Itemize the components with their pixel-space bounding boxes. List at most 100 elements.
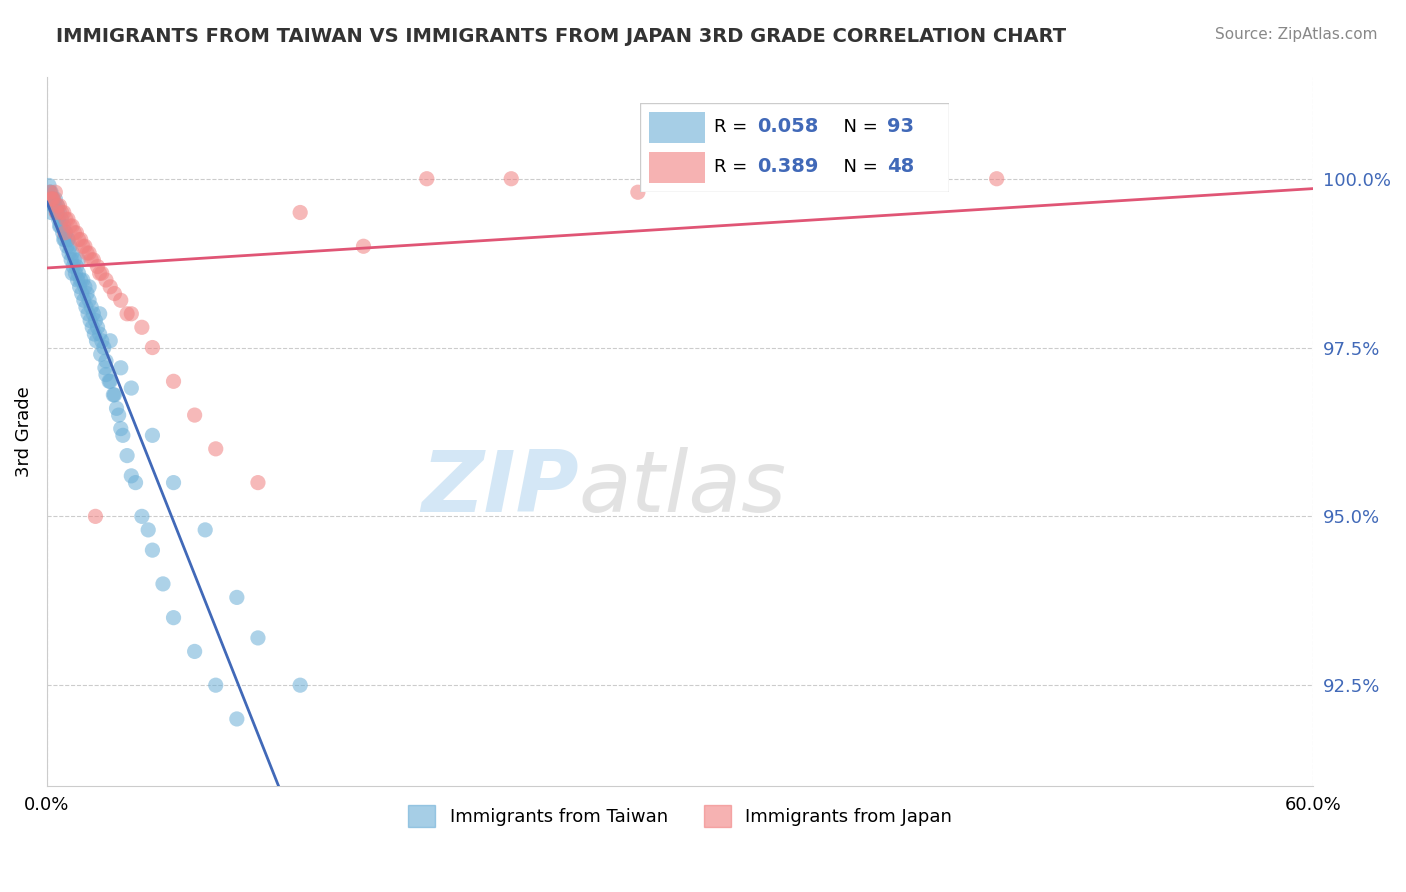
Point — [136, 523, 159, 537]
Point — [42, 192, 65, 206]
Point — [65, 226, 87, 240]
Point — [56, 233, 79, 247]
Text: IMMIGRANTS FROM TAIWAN VS IMMIGRANTS FROM JAPAN 3RD GRADE CORRELATION CHART: IMMIGRANTS FROM TAIWAN VS IMMIGRANTS FRO… — [56, 27, 1066, 45]
Point — [183, 644, 205, 658]
Point — [76, 286, 98, 301]
Text: ZIP: ZIP — [422, 447, 579, 530]
Point — [103, 388, 125, 402]
Point — [141, 428, 163, 442]
Point — [56, 212, 79, 227]
Point — [86, 260, 108, 274]
Point — [141, 341, 163, 355]
Point — [42, 192, 65, 206]
Point — [162, 374, 184, 388]
Point — [131, 320, 153, 334]
Point — [416, 171, 439, 186]
Point — [76, 246, 98, 260]
Point — [105, 401, 128, 416]
Point — [90, 334, 112, 348]
Point — [73, 293, 96, 308]
Point — [60, 266, 83, 280]
Point — [44, 192, 66, 206]
Legend: Immigrants from Taiwan, Immigrants from Japan: Immigrants from Taiwan, Immigrants from … — [401, 797, 959, 834]
Point — [94, 368, 117, 382]
Point — [131, 509, 153, 524]
Point — [59, 219, 82, 233]
Point — [55, 212, 77, 227]
Point — [110, 293, 132, 308]
Point — [77, 307, 100, 321]
Point — [52, 205, 75, 219]
Point — [65, 266, 87, 280]
Point — [56, 233, 79, 247]
Point — [72, 239, 94, 253]
Point — [141, 543, 163, 558]
Point — [194, 523, 217, 537]
Point — [48, 212, 70, 227]
Point — [48, 205, 70, 219]
Point — [111, 428, 134, 442]
Point — [45, 205, 67, 219]
Point — [55, 226, 77, 240]
Point — [73, 279, 96, 293]
Point — [82, 307, 104, 321]
Point — [60, 219, 83, 233]
Point — [80, 252, 103, 267]
Point — [183, 408, 205, 422]
Point — [288, 678, 311, 692]
Point — [39, 192, 62, 206]
Point — [124, 475, 146, 490]
Point — [152, 577, 174, 591]
Text: 48: 48 — [887, 157, 914, 177]
Point — [51, 212, 73, 227]
Point — [44, 186, 66, 200]
Point — [627, 186, 650, 200]
Point — [501, 171, 523, 186]
Point — [75, 300, 97, 314]
Text: 93: 93 — [887, 117, 914, 136]
Point — [162, 610, 184, 624]
Text: N =: N = — [831, 158, 883, 176]
Point — [44, 199, 66, 213]
Bar — [650, 152, 704, 183]
Point — [80, 300, 103, 314]
Point — [48, 219, 70, 233]
Point — [38, 178, 60, 193]
Point — [46, 199, 69, 213]
Point — [51, 205, 73, 219]
Point — [44, 199, 66, 213]
Text: 0.058: 0.058 — [758, 117, 818, 136]
Point — [162, 475, 184, 490]
Point — [69, 279, 91, 293]
Point — [59, 239, 82, 253]
Point — [67, 233, 90, 247]
Point — [98, 374, 121, 388]
Point — [98, 374, 121, 388]
Point — [67, 252, 90, 267]
Point — [41, 192, 63, 206]
Point — [82, 320, 104, 334]
Point — [49, 219, 72, 233]
Point — [246, 631, 269, 645]
Point — [115, 449, 138, 463]
Point — [77, 293, 100, 308]
Point — [103, 388, 125, 402]
Point — [204, 678, 226, 692]
Point — [94, 354, 117, 368]
Point — [46, 205, 69, 219]
Point — [72, 273, 94, 287]
Point — [89, 266, 111, 280]
Point — [120, 381, 142, 395]
Point — [79, 313, 101, 327]
Point — [90, 347, 112, 361]
Point — [93, 341, 115, 355]
Point — [120, 468, 142, 483]
Point — [65, 260, 87, 274]
Point — [73, 239, 96, 253]
Text: R =: R = — [714, 118, 754, 136]
Point — [62, 260, 84, 274]
Point — [986, 171, 1008, 186]
Text: 0.389: 0.389 — [758, 157, 818, 177]
Point — [353, 239, 375, 253]
Point — [84, 313, 107, 327]
